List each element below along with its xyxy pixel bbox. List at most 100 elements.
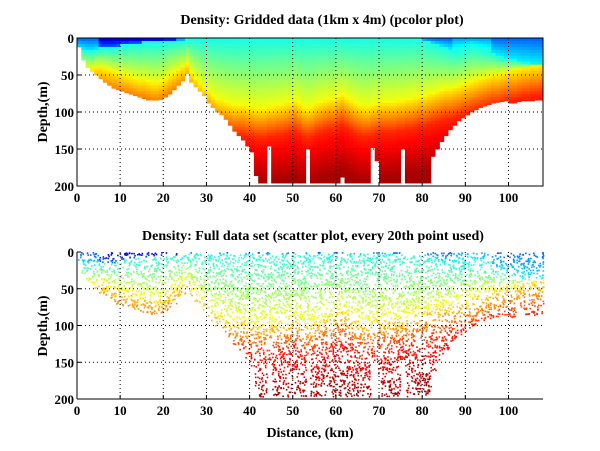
pcolor-cell — [284, 174, 289, 178]
pcolor-cell — [469, 49, 475, 54]
pcolor-cell — [417, 64, 423, 68]
pcolor-cell — [322, 159, 328, 163]
scatter-point — [205, 274, 208, 276]
pcolor-cell — [279, 97, 285, 101]
pcolor-cell — [469, 61, 475, 66]
pcolor-cell — [452, 103, 458, 107]
pcolor-cell — [383, 79, 389, 83]
pcolor-cell — [297, 174, 302, 178]
pcolor-cell — [279, 58, 285, 63]
pcolor-cell — [322, 123, 328, 128]
pcolor-cell — [417, 49, 423, 54]
pcolor-cell — [85, 61, 91, 66]
scatter-point — [176, 259, 179, 261]
pcolor-cell — [361, 103, 367, 107]
pcolor-cell — [379, 94, 384, 98]
pcolor-cell — [288, 91, 294, 95]
pcolor-cell — [512, 64, 518, 68]
scatter-point — [226, 294, 229, 296]
scatter-point — [103, 291, 105, 294]
scatter-point — [193, 255, 196, 257]
pcolor-cell — [249, 138, 255, 142]
pcolor-cell — [391, 94, 397, 98]
pcolor-cell — [387, 88, 393, 92]
pcolor-cell — [379, 180, 384, 184]
pcolor-cell — [435, 129, 440, 134]
pcolor-cell — [158, 58, 164, 63]
scatter-point — [90, 281, 93, 284]
pcolor-cell — [102, 40, 108, 45]
pcolor-cell — [452, 40, 458, 45]
pcolor-cell — [379, 88, 384, 92]
pcolor-cell — [77, 38, 82, 42]
pcolor-cell — [521, 79, 527, 83]
pcolor-cell — [305, 106, 311, 110]
scatter-point — [152, 253, 155, 256]
pcolor-cell — [370, 76, 376, 80]
scatter-point — [165, 264, 167, 267]
scatter-point — [133, 302, 136, 304]
scatter-point — [159, 299, 161, 302]
pcolor-cell — [189, 61, 194, 66]
scatter-point — [105, 257, 108, 259]
scatter-point — [245, 295, 247, 298]
scatter-point — [184, 255, 187, 257]
pcolor-cell — [176, 61, 181, 66]
pcolor-cell — [107, 55, 112, 60]
pcolor-cell — [374, 43, 380, 48]
pcolor-cell — [314, 174, 320, 178]
scatter-point — [245, 291, 248, 294]
scatter-point — [249, 340, 252, 343]
scatter-point — [251, 273, 253, 276]
scatter-point — [257, 274, 260, 276]
pcolor-cell — [81, 46, 87, 51]
pcolor-cell — [236, 67, 242, 71]
pcolor-cell — [426, 180, 432, 184]
scatter-point — [235, 306, 237, 309]
pcolor-cell — [335, 135, 341, 140]
pcolor-cell — [245, 52, 250, 57]
pcolor-cell — [461, 52, 466, 57]
pcolor-cell — [322, 55, 328, 60]
pcolor-cell — [366, 61, 371, 66]
scatter-point — [230, 332, 232, 335]
pcolor-cell — [396, 112, 402, 116]
scatter-point — [128, 264, 131, 267]
pcolor-cell — [297, 112, 302, 116]
scatter-point — [257, 317, 260, 319]
pcolor-cell — [314, 64, 320, 68]
pcolor-cell — [171, 58, 177, 63]
pcolor-cell — [422, 150, 427, 154]
scatter-point — [118, 267, 121, 270]
pcolor-cell — [314, 159, 320, 163]
pcolor-cell — [232, 67, 238, 71]
pcolor-cell — [245, 120, 250, 125]
pcolor-cell — [215, 52, 220, 57]
pcolor-cell — [176, 49, 181, 54]
pcolor-cell — [310, 70, 315, 74]
pcolor-cell — [422, 91, 427, 95]
scatter-point — [244, 312, 246, 315]
pcolor-cell — [197, 64, 203, 68]
pcolor-cell — [133, 55, 138, 60]
pcolor-cell — [331, 126, 337, 131]
pcolor-cell — [301, 141, 307, 145]
pcolor-cell — [327, 43, 332, 48]
scatter-point — [138, 261, 140, 263]
pcolor-cell — [279, 43, 285, 48]
scatter-point — [121, 296, 123, 299]
pcolor-cell — [409, 159, 414, 163]
pcolor-cell — [223, 43, 229, 48]
scatter-point — [249, 272, 252, 275]
pcolor-cell — [517, 79, 522, 83]
pcolor-cell — [430, 49, 436, 54]
pcolor-cell — [271, 103, 276, 107]
scatter-point — [156, 312, 158, 315]
scatter-point — [153, 301, 156, 303]
pcolor-cell — [253, 162, 259, 166]
pcolor-cell — [417, 114, 423, 119]
scatter-point — [139, 309, 142, 312]
pcolor-cell — [538, 43, 544, 48]
pcolor-cell — [391, 144, 397, 148]
pcolor-cell — [409, 141, 414, 145]
